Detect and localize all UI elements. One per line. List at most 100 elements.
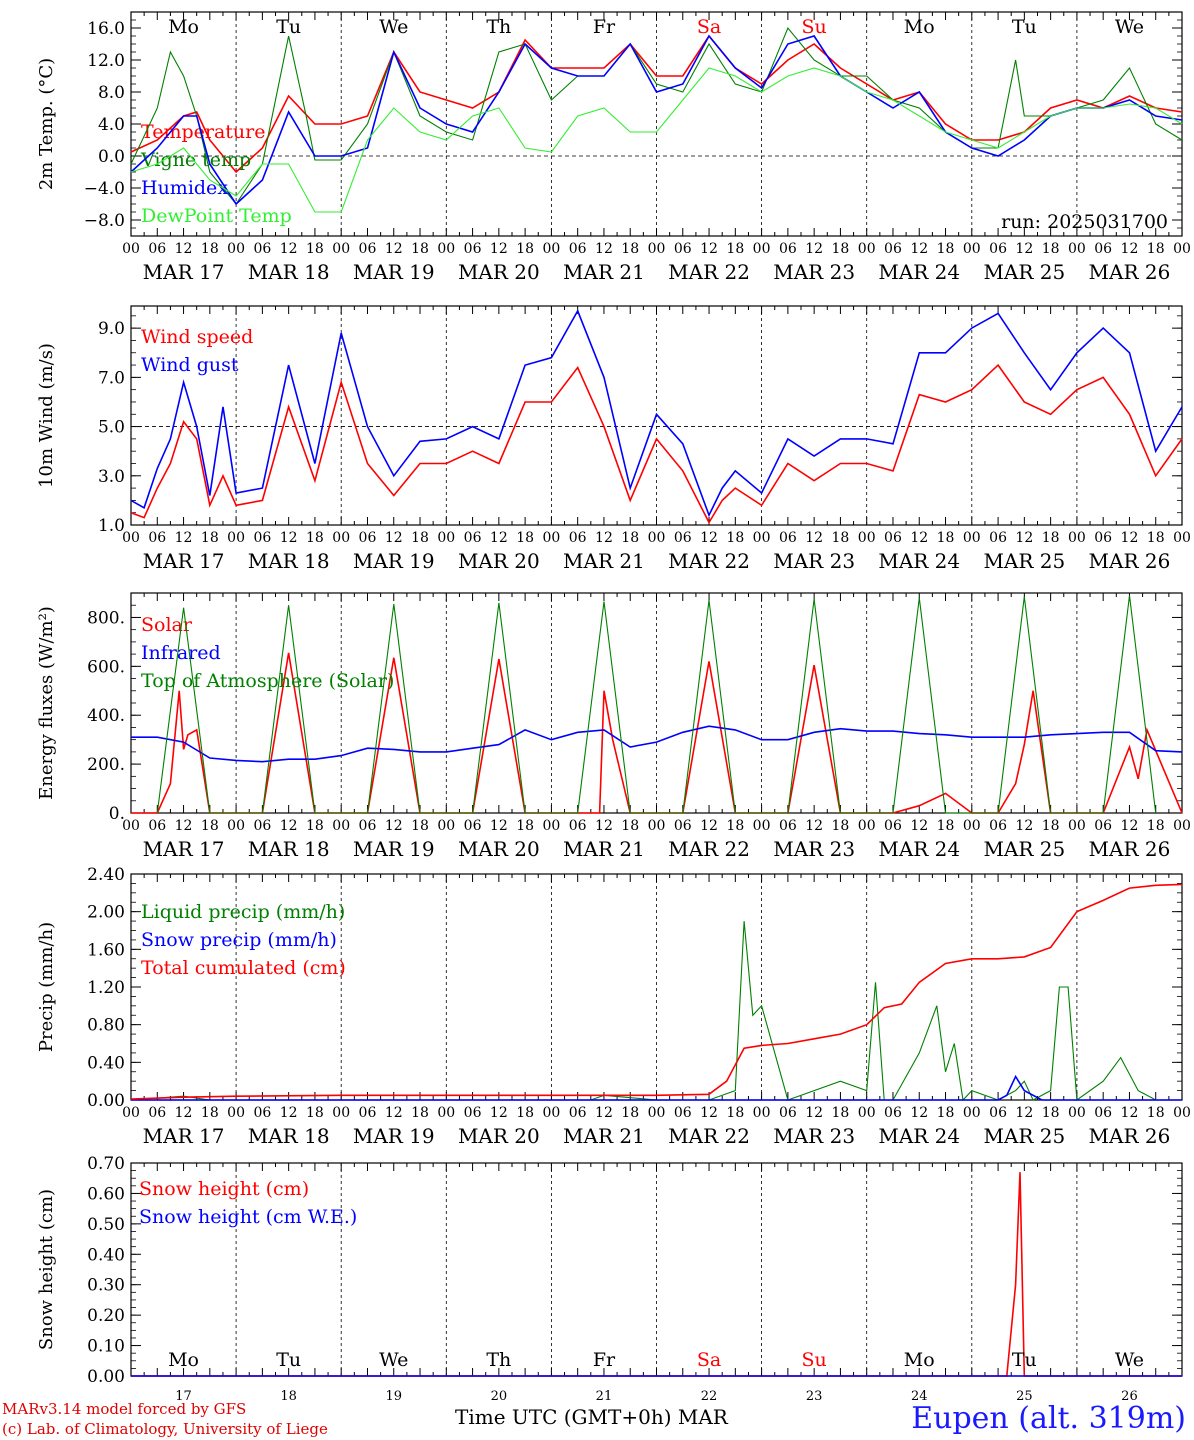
x-hour-label: 18 (516, 241, 534, 257)
x-date-label: MAR 19 (353, 1124, 435, 1148)
x-hour-label: 12 (1121, 241, 1139, 257)
y-tick-label: 0.40 (87, 1245, 125, 1265)
x-hour-label: 06 (569, 530, 587, 546)
x-hour-label: 12 (490, 818, 508, 834)
x-date-label: MAR 20 (458, 837, 540, 861)
x-date-label: MAR 25 (983, 1124, 1065, 1148)
x-hour-label: 18 (306, 241, 324, 257)
legend-entry: Snow height (cm W.E.) (139, 1206, 357, 1228)
legend-entry: Vigne temp (140, 149, 251, 171)
x-hour-label: 12 (910, 530, 928, 546)
x-date-label: MAR 17 (143, 549, 225, 573)
x-hour-label: 00 (542, 241, 560, 257)
x-hour-label: 12 (385, 241, 403, 257)
x-hour-label: 12 (700, 1105, 718, 1121)
x-hour-label: 12 (805, 530, 823, 546)
x-hour-label: 06 (253, 1105, 271, 1121)
x-date-label: MAR 23 (773, 837, 855, 861)
x-hour-label: 06 (779, 241, 797, 257)
x-date-label: MAR 22 (668, 837, 750, 861)
x-hour-label: 18 (306, 1105, 324, 1121)
y-tick-label: 8.0 (98, 83, 125, 103)
x-hour-label: 00 (122, 241, 140, 257)
x-day-number: 22 (701, 1389, 718, 1404)
x-hour-label: 06 (989, 1105, 1007, 1121)
legend-entry: Top of Atmosphere (Solar) (141, 670, 394, 692)
x-hour-label: 06 (674, 530, 692, 546)
x-date-label: MAR 24 (878, 260, 960, 284)
x-hour-label: 18 (411, 530, 429, 546)
x-hour-label: 06 (253, 530, 271, 546)
y-axis-label: 2m Temp. (°C) (36, 58, 57, 190)
x-hour-label: 12 (280, 1105, 298, 1121)
x-date-label: MAR 18 (248, 260, 330, 284)
y-tick-label: 0.40 (87, 1053, 125, 1073)
x-hour-label: 18 (201, 818, 219, 834)
x-hour-label: 06 (989, 818, 1007, 834)
legend-entry: Humidex (141, 177, 228, 199)
x-date-label: MAR 19 (353, 549, 435, 573)
y-tick-label: 0.0 (98, 147, 125, 167)
legend-entry: Wind gust (141, 354, 239, 376)
x-hour-label: 12 (910, 818, 928, 834)
x-date-label: MAR 20 (458, 1124, 540, 1148)
series-line-wind-speed (130, 363, 1183, 525)
x-date-label: MAR 17 (143, 1124, 225, 1148)
x-hour-label: 00 (1173, 530, 1191, 546)
lab-credit-line: (c) Lab. of Climatology, University of L… (2, 1420, 328, 1438)
x-date-label: MAR 18 (248, 837, 330, 861)
y-tick-label: 400. (87, 706, 125, 726)
weekday-label: Tu (276, 16, 301, 38)
legend-entry: Total cumulated (cm) (141, 957, 346, 979)
x-hour-label: 06 (148, 241, 166, 257)
x-hour-label: 00 (122, 530, 140, 546)
weekday-label: Mo (904, 1349, 935, 1371)
x-date-label: MAR 22 (668, 549, 750, 573)
y-tick-label: 800. (87, 608, 125, 628)
weekday-label: Mo (168, 1349, 199, 1371)
x-hour-label: 18 (1147, 818, 1165, 834)
x-date-label: MAR 24 (878, 837, 960, 861)
x-hour-label: 12 (280, 818, 298, 834)
x-hour-label: 18 (832, 818, 850, 834)
y-tick-label: 600. (87, 657, 125, 677)
y-tick-label: 9.0 (98, 319, 125, 339)
series-line-snow-precip-mm-h- (131, 1074, 1182, 1101)
x-hour-label: 00 (963, 241, 981, 257)
x-hour-label: 00 (437, 1105, 455, 1121)
x-date-label: MAR 25 (983, 260, 1065, 284)
weekday-label: Th (486, 16, 511, 38)
x-hour-label: 00 (542, 1105, 560, 1121)
x-hour-label: 12 (700, 530, 718, 546)
weekday-label: Th (486, 1349, 511, 1371)
x-day-number: 25 (1016, 1389, 1033, 1404)
x-hour-label: 18 (621, 530, 639, 546)
x-hour-label: 12 (1015, 241, 1033, 257)
y-tick-label: −8.0 (84, 211, 125, 231)
x-hour-label: 18 (937, 1105, 955, 1121)
x-date-label: MAR 22 (668, 260, 750, 284)
legend-entry: Wind speed (141, 326, 253, 348)
x-hour-label: 00 (1068, 241, 1086, 257)
x-hour-label: 00 (122, 1105, 140, 1121)
legend-entry: Temperature (141, 121, 265, 143)
x-hour-label: 12 (700, 818, 718, 834)
x-day-number: 26 (1121, 1389, 1138, 1404)
weekday-label: We (1115, 16, 1144, 38)
y-tick-label: 5.0 (98, 418, 125, 438)
weekday-label: We (379, 16, 408, 38)
x-date-label: MAR 26 (1089, 1124, 1171, 1148)
x-date-label: MAR 19 (353, 260, 435, 284)
x-axis-title: Time UTC (GMT+0h) MAR (455, 1405, 728, 1429)
x-day-number: 19 (385, 1389, 402, 1404)
x-day-number: 24 (911, 1389, 928, 1404)
x-hour-label: 18 (832, 241, 850, 257)
y-tick-label: 0.10 (87, 1337, 125, 1357)
weekday-label: We (1115, 1349, 1144, 1371)
x-hour-label: 00 (1173, 241, 1191, 257)
x-hour-label: 06 (148, 1105, 166, 1121)
x-hour-label: 00 (332, 818, 350, 834)
x-hour-label: 06 (674, 241, 692, 257)
x-hour-label: 00 (332, 1105, 350, 1121)
